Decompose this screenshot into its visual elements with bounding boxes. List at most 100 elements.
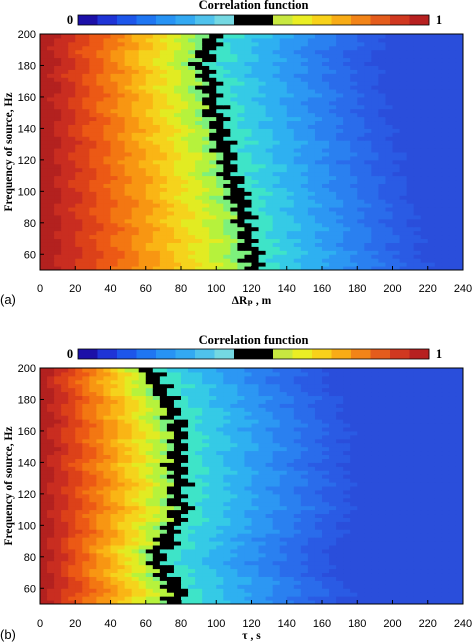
heatmap-cell <box>188 53 196 59</box>
heatmap-cell <box>427 93 436 98</box>
heatmap-cell <box>322 96 330 102</box>
heatmap-cell <box>131 203 140 208</box>
heatmap-cell <box>307 179 316 184</box>
heatmap-cell <box>188 521 196 526</box>
heatmap-cell <box>279 171 288 177</box>
heatmap-cell <box>96 104 104 110</box>
heatmap-cell <box>131 108 140 114</box>
heatmap-cell <box>448 596 457 601</box>
heatmap-cell <box>244 77 252 82</box>
heatmap-cell <box>406 592 415 597</box>
heatmap-cell <box>68 600 76 605</box>
heatmap-cell <box>173 124 182 129</box>
heatmap-cell <box>145 124 154 129</box>
heatmap-cell <box>441 230 450 236</box>
heatmap-cell <box>75 89 83 94</box>
heatmap-cell <box>357 144 365 149</box>
heatmap-cell <box>54 199 62 204</box>
heatmap-cell <box>336 521 344 526</box>
heatmap-cell <box>434 81 443 86</box>
heatmap-cell <box>336 132 344 137</box>
heatmap-cell <box>272 49 281 55</box>
heatmap-cell <box>392 541 401 546</box>
heatmap-cell <box>434 96 443 102</box>
heatmap-cell <box>202 254 210 259</box>
heatmap-cell <box>406 41 415 47</box>
heatmap-cell <box>371 203 379 208</box>
heatmap-cell <box>420 175 429 181</box>
heatmap-cell <box>131 144 140 149</box>
heatmap-cell <box>441 525 450 530</box>
heatmap-cell <box>131 230 140 236</box>
heatmap-cell <box>357 564 365 570</box>
heatmap-cell <box>173 556 182 562</box>
heatmap-cell <box>286 517 295 522</box>
heatmap-cell <box>223 85 231 90</box>
heatmap-cell <box>378 65 386 70</box>
heatmap-cell <box>61 73 69 78</box>
heatmap-cell <box>272 596 281 601</box>
heatmap-cell <box>350 576 358 581</box>
heatmap-cell <box>75 187 83 192</box>
heatmap-cell <box>357 179 365 184</box>
heatmap-cell <box>314 537 323 542</box>
heatmap-cell <box>209 112 217 118</box>
heatmap-cell <box>279 49 288 55</box>
heatmap-cell <box>244 108 252 114</box>
heatmap-cell <box>152 262 161 267</box>
heatmap-cell <box>82 211 90 216</box>
heatmap-cell <box>89 167 97 173</box>
heatmap-cell <box>265 41 274 47</box>
heatmap-cell <box>455 175 464 181</box>
heatmap-cell <box>173 262 182 267</box>
heatmap-cell <box>350 124 358 129</box>
heatmap-cell <box>448 195 457 200</box>
heatmap-cell <box>336 258 344 263</box>
heatmap-cell <box>364 61 372 66</box>
heatmap-cell <box>350 89 358 94</box>
heatmap-cell <box>96 529 104 534</box>
heatmap-cell <box>427 57 436 63</box>
heatmap-cell <box>103 222 111 228</box>
heatmap-cell <box>322 596 330 601</box>
heatmap-cell <box>427 69 436 74</box>
heatmap-cell <box>420 100 429 106</box>
heatmap-cell <box>117 120 126 125</box>
heatmap-cell <box>223 266 231 271</box>
heatmap-cell <box>216 120 224 125</box>
heatmap-cell <box>216 262 224 267</box>
heatmap-cell <box>216 77 224 82</box>
heatmap-cell <box>188 175 196 181</box>
heatmap-cell <box>82 537 90 542</box>
heatmap-cell <box>110 552 119 558</box>
heatmap-cell <box>343 144 351 149</box>
heatmap-cell <box>378 128 386 133</box>
heatmap-cell <box>272 140 281 145</box>
heatmap-cell <box>329 171 337 177</box>
x-tick-label: 180 <box>348 283 366 295</box>
heatmap-cell <box>110 132 119 137</box>
heatmap-cell <box>357 73 365 78</box>
heatmap-cell <box>47 148 55 153</box>
heatmap-cell <box>202 53 210 59</box>
heatmap-cell <box>413 37 422 43</box>
heatmap-cell <box>265 584 274 589</box>
heatmap-cell <box>357 61 365 66</box>
heatmap-cell <box>371 163 379 169</box>
heatmap-cell <box>223 163 231 169</box>
heatmap-cell <box>117 258 126 263</box>
heatmap-cell <box>96 187 104 192</box>
heatmap-cell <box>195 584 203 589</box>
heatmap-cell <box>195 112 203 118</box>
heatmap-cell <box>89 572 97 577</box>
heatmap-cell <box>279 203 288 208</box>
heatmap-cell <box>413 521 422 526</box>
heatmap-cell <box>195 183 203 188</box>
heatmap-cell <box>223 187 231 192</box>
heatmap-cell <box>420 238 429 243</box>
heatmap-cell <box>117 572 126 577</box>
heatmap-cell <box>406 238 415 243</box>
heatmap-cell <box>117 203 126 208</box>
heatmap-cell <box>293 179 302 184</box>
